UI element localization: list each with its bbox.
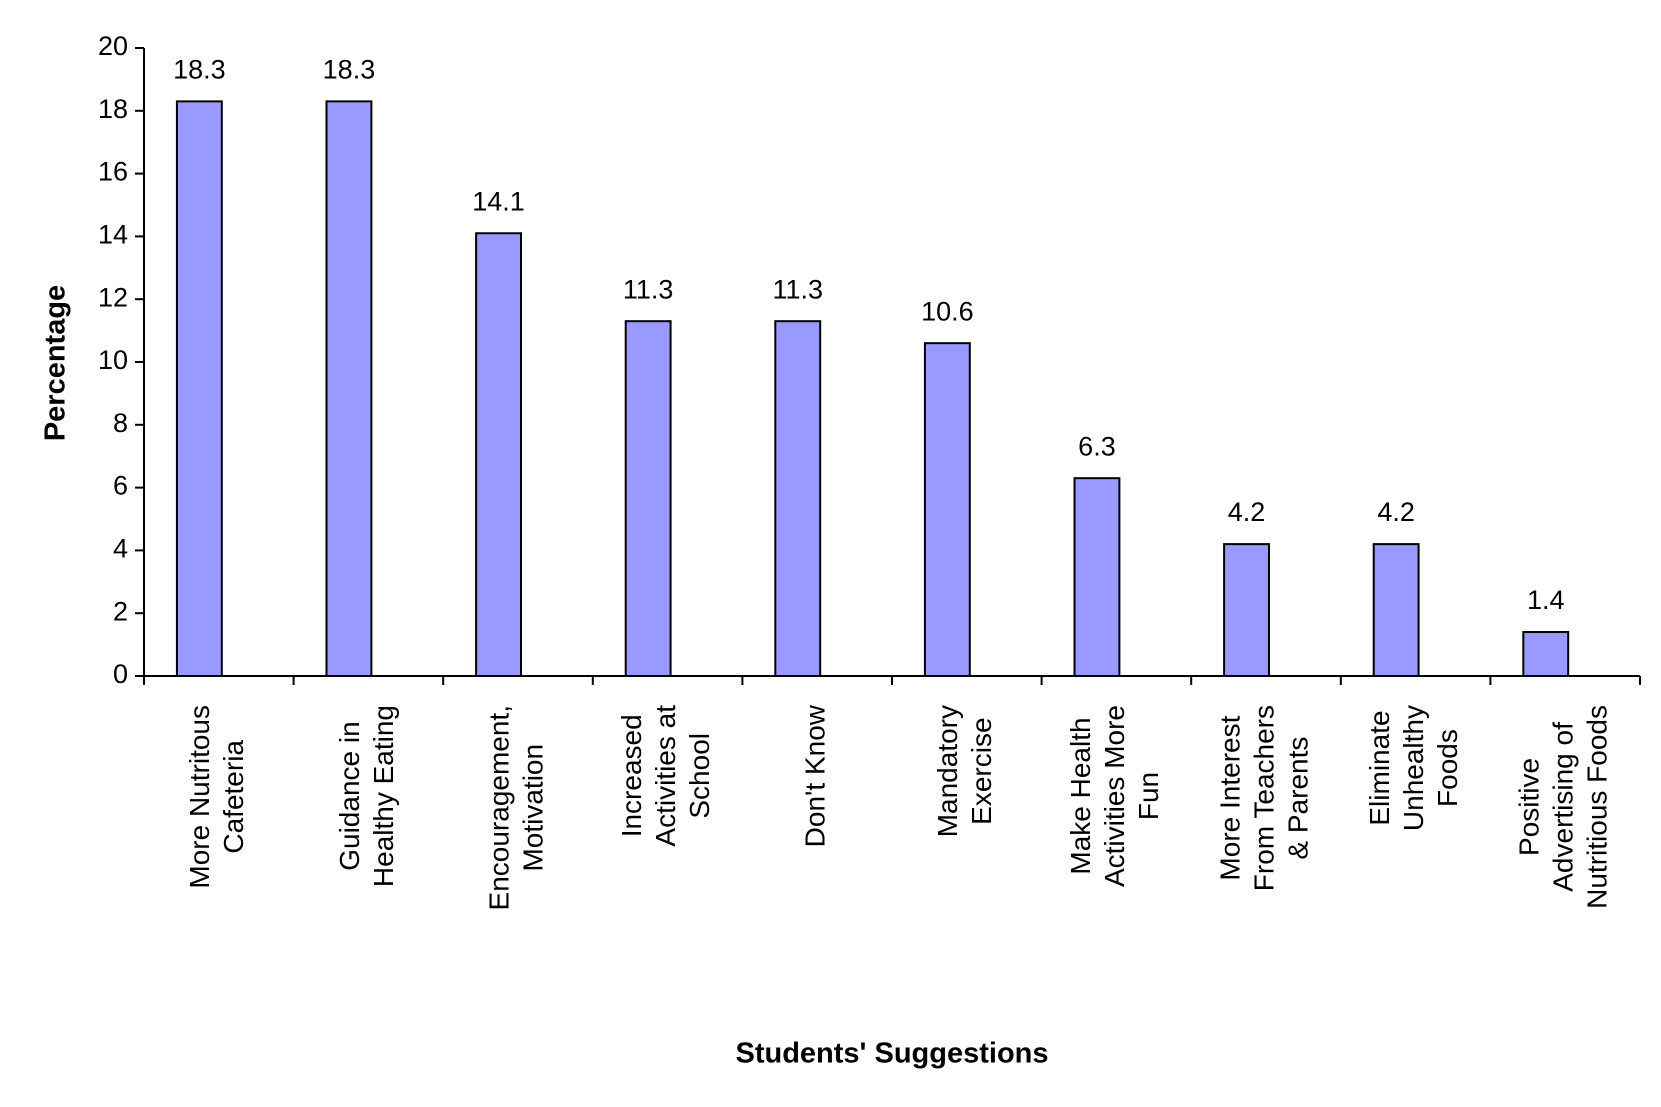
y-tick-label: 14 (98, 220, 128, 250)
bar (1073, 477, 1121, 677)
value-label: 18.3 (323, 55, 376, 85)
x-tick-label: More Nutritous (184, 705, 215, 889)
bar (774, 320, 822, 677)
x-tick-label: Increased (616, 714, 647, 837)
x-axis-title: Students' Suggestions (735, 1038, 1048, 1070)
value-label: 1.4 (1527, 585, 1565, 615)
y-tick-label: 0 (113, 659, 128, 689)
x-tick-label-group: Positive Advertising of Nutritious Foods (1514, 705, 1613, 909)
y-tick-label: 2 (113, 596, 128, 626)
x-tick-label: Fun (1133, 772, 1164, 820)
x-tick-label: Positive (1514, 758, 1545, 856)
value-label: 6.3 (1078, 431, 1116, 461)
x-tick-label: From Teachers (1248, 705, 1279, 891)
bar (475, 232, 522, 677)
y-tick-label: 8 (113, 408, 128, 438)
x-tick-label: Advertising of (1548, 722, 1579, 892)
x-tick-label: Exercise (966, 717, 997, 824)
value-label: 11.3 (772, 274, 823, 304)
x-tick-label-group: More Interest From Teachers & Parents (1214, 705, 1313, 891)
x-tick-label: School (684, 733, 715, 819)
x-tick-label: Foods (1432, 729, 1463, 807)
x-tick-label: Nutritious Foods (1582, 705, 1613, 909)
x-tick-label: Eliminate (1364, 710, 1395, 825)
x-tick-label: Don't Know (800, 704, 831, 847)
y-tick-label: 6 (113, 471, 128, 501)
x-tick-label: Motivation (517, 744, 548, 872)
value-label: 14.1 (472, 186, 525, 216)
x-tick-label: Activities at (650, 705, 681, 847)
bar (923, 342, 971, 677)
y-tick-label: 18 (98, 94, 128, 124)
y-tick-label: 4 (113, 534, 128, 564)
value-label: 4.2 (1377, 497, 1415, 527)
x-tick-label: Guidance in (334, 721, 365, 870)
x-tick-label: More Interest (1214, 715, 1245, 880)
x-tick-label: Cafeteria (218, 740, 249, 854)
bar (175, 100, 223, 677)
x-tick-label-group: Guidance in Healthy Eating (334, 705, 399, 887)
x-tick-label: Unhealthy (1398, 705, 1429, 831)
x-tick-label-group: More Nutritous Cafeteria (184, 705, 249, 889)
x-tick-label-group: Make Health Activities More Fun (1065, 705, 1164, 887)
x-tick-label-group: Eliminate Unhealthy Foods (1364, 705, 1463, 831)
bar (325, 100, 373, 677)
x-tick-label: & Parents (1282, 737, 1313, 860)
bar (624, 320, 672, 677)
x-tick-label: Mandatory (932, 705, 963, 837)
y-tick-label: 20 (98, 31, 128, 61)
bar (1223, 543, 1270, 677)
x-tick-label-group: Increased Activities at School (616, 705, 715, 847)
bar (1522, 631, 1570, 677)
x-tick-label: Encouragement, (483, 705, 514, 910)
value-label: 18.3 (173, 55, 226, 85)
value-label: 4.2 (1228, 497, 1266, 527)
x-tick-label: Make Health (1065, 717, 1096, 874)
y-axis-title: Percentage (40, 285, 72, 441)
x-tick-label-group: Mandatory Exercise (932, 705, 997, 837)
value-label: 10.6 (921, 296, 974, 326)
value-label: 11.3 (623, 274, 674, 304)
x-tick-label: Activities More (1099, 705, 1130, 887)
x-tick-label-group: Don't Know (800, 704, 831, 847)
y-tick-label: 10 (98, 345, 128, 375)
x-tick-label: Healthy Eating (368, 705, 399, 887)
y-tick-label: 16 (98, 157, 128, 187)
y-tick-label: 12 (98, 282, 128, 312)
x-tick-label-group: Encouragement, Motivation (483, 705, 548, 910)
bar (1372, 543, 1420, 677)
